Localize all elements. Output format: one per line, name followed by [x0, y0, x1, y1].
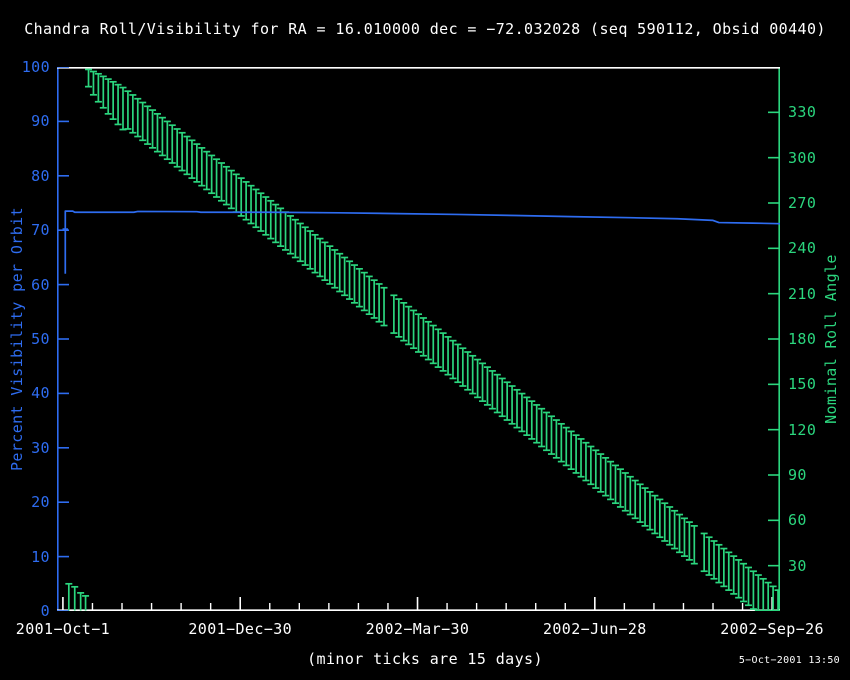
right-axis-tick-label: 60 [788, 511, 807, 530]
visibility-line [64, 210, 781, 274]
left-axis-tick-label: 30 [31, 438, 50, 457]
left-axis-tick-label: 40 [31, 384, 50, 403]
x-axis-tick-label: 2002−Sep−26 [720, 620, 824, 638]
right-axis-title: Nominal Roll Angle [822, 254, 840, 424]
left-axis-tick-label: 60 [31, 275, 50, 294]
x-axis-tick-label: 2002−Mar−30 [365, 620, 470, 638]
left-axis-tick-label: 100 [21, 58, 50, 76]
right-axis-tick-label: 300 [788, 148, 817, 167]
x-axis-tick-label: 2002−Jun−28 [542, 620, 647, 638]
creation-timestamp: 5−Oct−2001 13:50 [738, 655, 840, 666]
right-axis-tick-label: 240 [788, 239, 817, 258]
right-axis-tick-label: 270 [788, 194, 817, 212]
right-axis-tick-label: 150 [788, 375, 817, 394]
left-axis-tick-label: 0 [40, 602, 50, 620]
plot-area [57, 66, 782, 612]
left-axis-tick-label: 50 [31, 330, 50, 348]
x-axis-tick-label: 2001−Dec−30 [188, 620, 293, 638]
right-axis-tick-label: 90 [788, 466, 807, 484]
left-axis-tick-label: 80 [31, 166, 50, 185]
left-axis-tick-label: 10 [31, 547, 50, 566]
left-axis-tick-label: 90 [31, 112, 50, 131]
x-axis-tick-label: 2001−Oct−1 [15, 620, 111, 638]
right-axis-tick-label: 330 [788, 103, 817, 122]
chart-canvas [57, 66, 782, 612]
right-axis-tick-label: 120 [788, 420, 817, 439]
left-axis-tick-label: 70 [31, 221, 50, 240]
page-title: Chandra Roll/Visibility for RA = 16.0100… [24, 20, 826, 38]
right-axis-tick-label: 180 [788, 330, 817, 348]
x-axis-note: (minor ticks are 15 days) [307, 650, 543, 668]
right-axis-tick-label: 210 [788, 284, 817, 303]
left-axis-tick-label: 20 [31, 493, 50, 512]
right-axis-tick-label: 30 [788, 556, 807, 575]
